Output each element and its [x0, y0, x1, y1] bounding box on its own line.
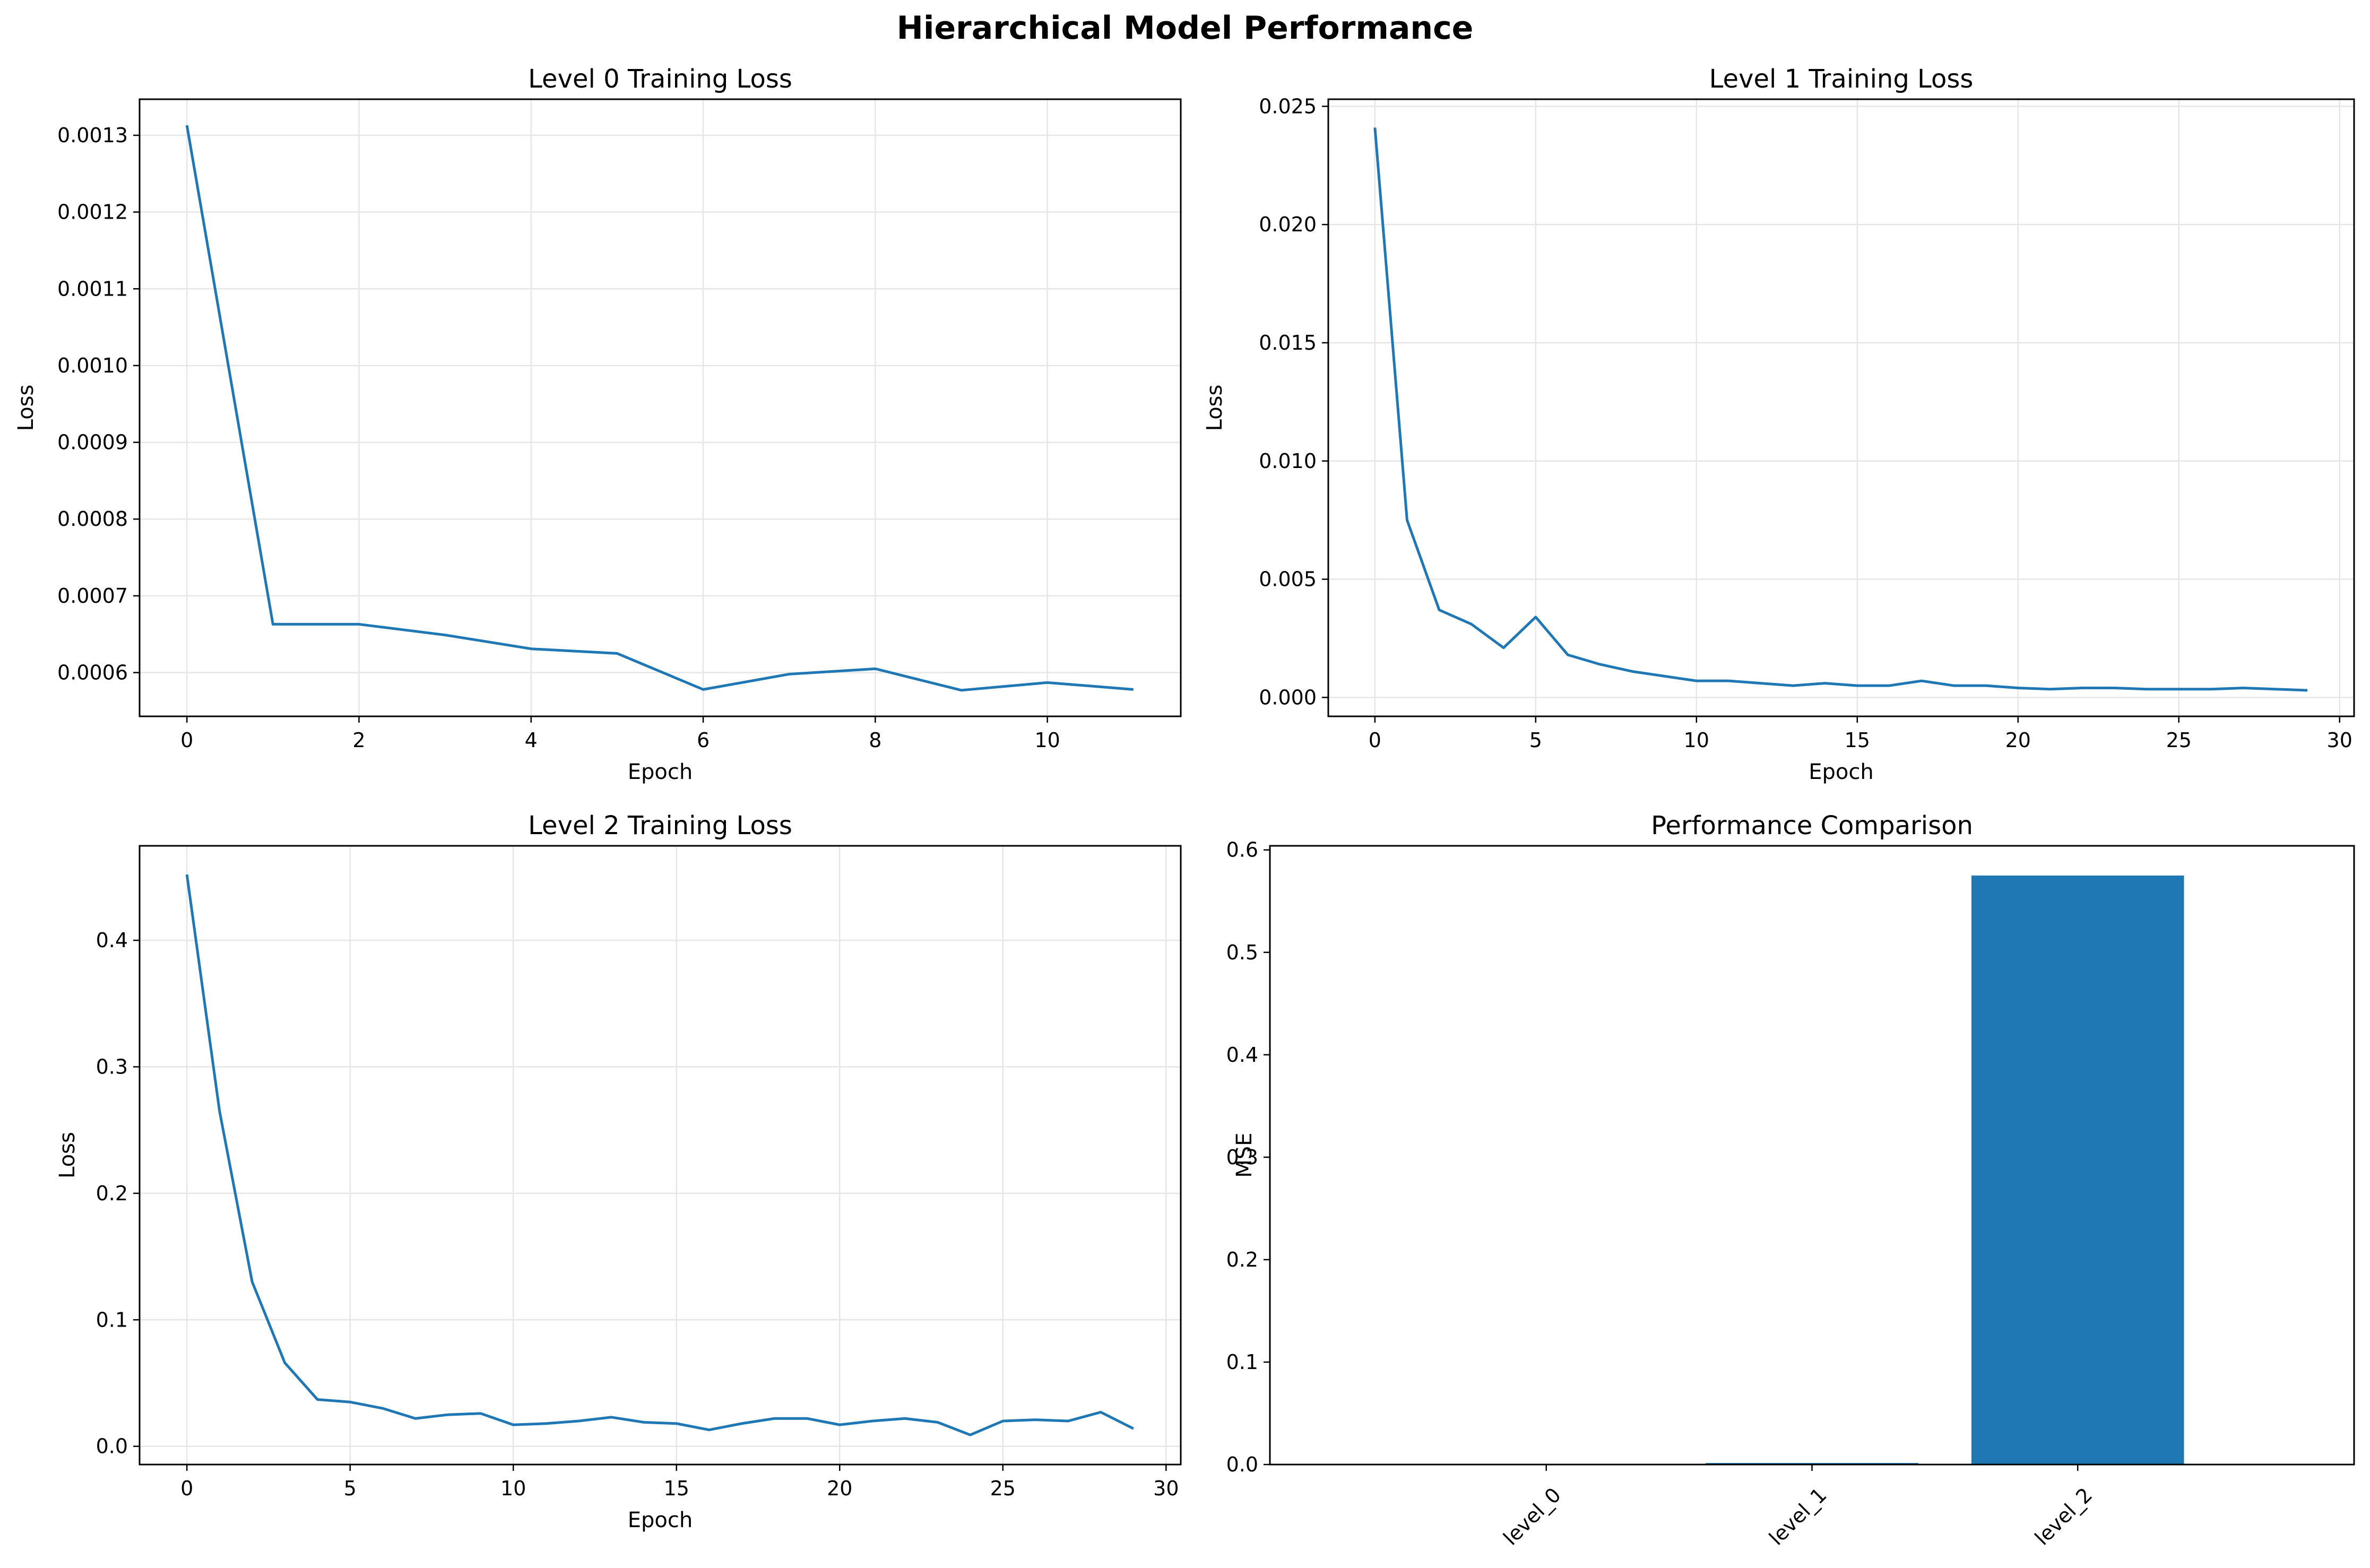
- x-tick-label: 25: [2166, 729, 2192, 752]
- loss-line: [185, 125, 1134, 692]
- y-tick-label: 0.2: [1226, 1248, 1258, 1271]
- x-tick-label: 30: [2327, 729, 2352, 752]
- y-tick-label: 0.005: [1259, 568, 1317, 591]
- subplot-title: Performance Comparison: [1651, 811, 1973, 841]
- subplot-title: Level 2 Training Loss: [528, 811, 792, 841]
- x-tick-label: 10: [500, 1477, 526, 1500]
- y-tick-label: 0.5: [1226, 941, 1258, 964]
- y-axis-label: Loss: [55, 1132, 80, 1179]
- y-tick-label: 0.0009: [57, 431, 128, 454]
- x-axis-label: Epoch: [1809, 760, 1873, 784]
- loss-line: [185, 874, 1134, 1436]
- y-tick-label: 0.6: [1226, 838, 1258, 862]
- plot-frame: [1269, 845, 2355, 1466]
- x-tick-label: level_0: [1499, 1483, 1565, 1550]
- y-tick-label: 0.020: [1259, 213, 1317, 236]
- subplot-2: 0 5 10 15 20 25 30 Epoch 0.0 0.1 0.2 0.3 0.4 Loss Leve…: [55, 811, 1182, 1532]
- subplot-1: 0 5 10 15 20 25 30 Epoch 0.000 0.005 0.010 0.015 0.0…: [1203, 64, 2355, 784]
- y-tick-label: 0.3: [1226, 1146, 1258, 1169]
- x-tick-label: level_1: [1764, 1483, 1831, 1550]
- y-axis-label: MSE: [1232, 1132, 1257, 1177]
- y-tick-label: 0.0: [1226, 1453, 1258, 1476]
- x-tick-label: 2: [352, 729, 365, 752]
- x-tick-label: 8: [869, 729, 881, 752]
- y-tick-label: 0.0012: [57, 201, 128, 224]
- y-tick-label: 0.025: [1259, 94, 1317, 118]
- y-tick-label: 0.3: [96, 1055, 128, 1078]
- y-tick-label: 0.4: [96, 929, 128, 952]
- subplot-3: level_0 level_1 level_2 0.0 0.1 0.2 0.3 0.4 0.5 0…: [1226, 811, 2355, 1550]
- bar-level_2: [1971, 875, 2184, 1465]
- y-tick-label: 0.0013: [57, 124, 128, 147]
- y-tick-label: 0.1: [1226, 1350, 1258, 1374]
- x-axis-label: Epoch: [628, 1508, 693, 1532]
- y-tick-label: 0.4: [1226, 1043, 1258, 1067]
- subplot-title: Level 1 Training Loss: [1709, 64, 1974, 94]
- figure-title: Hierarchical Model Performance: [896, 10, 1474, 47]
- y-tick-label: 0.1: [96, 1308, 128, 1331]
- y-tick-label: 0.010: [1259, 449, 1317, 473]
- x-tick-label: 15: [664, 1477, 689, 1500]
- subplot-0: 0 2 4 6 8 10 Epoch 0.0006 0.0007 0.0008 0.0009 0.00…: [14, 64, 1182, 784]
- x-tick-label: 20: [827, 1477, 852, 1500]
- x-tick-label: 5: [344, 1477, 357, 1500]
- x-tick-label: 0: [180, 729, 193, 752]
- y-tick-label: 0.0: [96, 1435, 128, 1458]
- x-tick-label: 10: [1684, 729, 1709, 752]
- y-tick-label: 0.0011: [57, 277, 128, 300]
- y-axis-label: Loss: [14, 385, 38, 431]
- x-tick-label: 30: [1153, 1477, 1179, 1500]
- y-tick-label: 0.0007: [57, 584, 128, 608]
- x-tick-label: 4: [525, 729, 538, 752]
- y-axis-label: Loss: [1203, 385, 1227, 431]
- x-tick-label: 15: [1845, 729, 1870, 752]
- x-tick-label: 5: [1529, 729, 1542, 752]
- loss-line: [1373, 127, 2308, 692]
- plot-frame: [1327, 98, 2355, 717]
- x-axis-label: Epoch: [628, 760, 693, 784]
- y-tick-label: 0.2: [96, 1182, 128, 1205]
- subplot-title: Level 0 Training Loss: [528, 64, 792, 94]
- x-tick-label: 6: [697, 729, 710, 752]
- x-tick-label: 0: [180, 1477, 193, 1500]
- x-tick-label: 0: [1369, 729, 1381, 752]
- y-tick-label: 0.0006: [57, 661, 128, 685]
- plot-frame: [139, 845, 1182, 1466]
- x-tick-label: 25: [990, 1477, 1016, 1500]
- y-tick-label: 0.000: [1259, 686, 1317, 709]
- x-tick-label: 10: [1034, 729, 1060, 752]
- y-tick-label: 0.0008: [57, 507, 128, 531]
- plot-frame: [139, 98, 1182, 717]
- y-tick-label: 0.015: [1259, 331, 1317, 354]
- x-tick-label: level_2: [2030, 1483, 2097, 1550]
- y-tick-label: 0.0010: [57, 354, 128, 377]
- x-tick-label: 20: [2005, 729, 2031, 752]
